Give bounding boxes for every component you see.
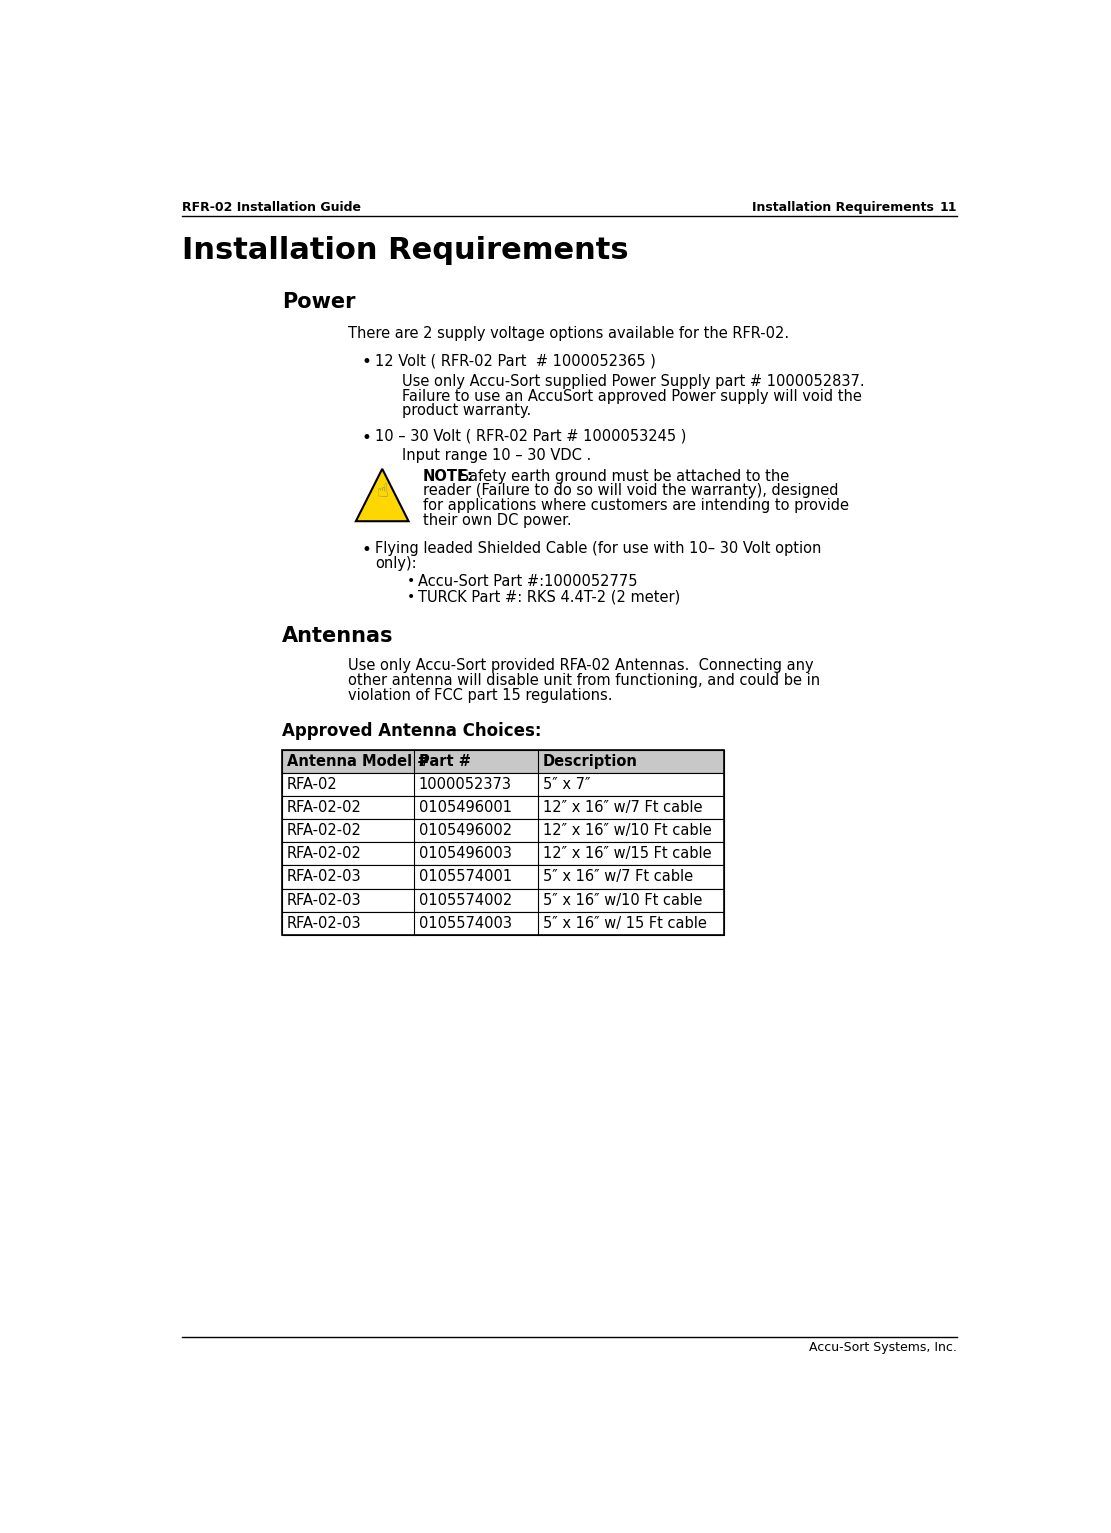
Text: 10 – 30 Volt ( RFR-02 Part # 1000053245 ): 10 – 30 Volt ( RFR-02 Part # 1000053245 … xyxy=(376,429,687,445)
Text: Accu-Sort Part #:1000052775: Accu-Sort Part #:1000052775 xyxy=(418,573,638,589)
Text: •: • xyxy=(361,541,371,560)
Text: 5″ x 16″ w/ 15 Ft cable: 5″ x 16″ w/ 15 Ft cable xyxy=(542,915,707,931)
Text: RFA-02: RFA-02 xyxy=(287,777,338,793)
FancyBboxPatch shape xyxy=(282,773,724,796)
Text: 12″ x 16″ w/10 Ft cable: 12″ x 16″ w/10 Ft cable xyxy=(542,823,711,839)
Text: RFA-02-03: RFA-02-03 xyxy=(287,915,361,931)
FancyBboxPatch shape xyxy=(282,796,724,819)
FancyBboxPatch shape xyxy=(282,819,724,842)
Polygon shape xyxy=(356,469,409,521)
Text: 0105496002: 0105496002 xyxy=(419,823,512,839)
Text: Installation Requirements: Installation Requirements xyxy=(752,201,934,215)
Text: product warranty.: product warranty. xyxy=(402,403,532,419)
Text: Installation Requirements: Installation Requirements xyxy=(181,236,628,265)
Text: 5″ x 7″: 5″ x 7″ xyxy=(542,777,590,793)
Text: 12″ x 16″ w/7 Ft cable: 12″ x 16″ w/7 Ft cable xyxy=(542,800,702,816)
Text: 0105496001: 0105496001 xyxy=(419,800,512,816)
Text: •: • xyxy=(407,590,416,604)
Text: 11: 11 xyxy=(940,201,958,215)
Text: 0105574002: 0105574002 xyxy=(419,892,512,908)
Text: Antenna Model #: Antenna Model # xyxy=(287,754,429,770)
Text: 0105574003: 0105574003 xyxy=(419,915,512,931)
Text: RFA-02-02: RFA-02-02 xyxy=(287,846,362,862)
Text: 0105574001: 0105574001 xyxy=(419,869,512,885)
Text: Input range 10 – 30 VDC .: Input range 10 – 30 VDC . xyxy=(402,448,592,463)
FancyBboxPatch shape xyxy=(282,866,724,889)
Text: •: • xyxy=(407,573,416,587)
Text: There are 2 supply voltage options available for the RFR-02.: There are 2 supply voltage options avail… xyxy=(348,327,789,342)
Text: 12″ x 16″ w/15 Ft cable: 12″ x 16″ w/15 Ft cable xyxy=(542,846,711,862)
Text: Safety earth ground must be attached to the: Safety earth ground must be attached to … xyxy=(456,469,789,484)
FancyBboxPatch shape xyxy=(282,842,724,866)
Text: Part #: Part # xyxy=(419,754,471,770)
Text: ☝: ☝ xyxy=(377,483,388,501)
Text: Use only Accu-Sort provided RFA-02 Antennas.  Connecting any: Use only Accu-Sort provided RFA-02 Anten… xyxy=(348,658,813,673)
Text: other antenna will disable unit from functioning, and could be in: other antenna will disable unit from fun… xyxy=(348,673,820,688)
Text: only):: only): xyxy=(376,556,417,570)
FancyBboxPatch shape xyxy=(282,912,724,935)
Text: reader (Failure to do so will void the warranty), designed: reader (Failure to do so will void the w… xyxy=(422,483,838,498)
Text: RFA-02-02: RFA-02-02 xyxy=(287,823,362,839)
Text: Description: Description xyxy=(542,754,638,770)
Text: for applications where customers are intending to provide: for applications where customers are int… xyxy=(422,498,849,514)
Text: their own DC power.: their own DC power. xyxy=(422,512,571,527)
Text: 0105496003: 0105496003 xyxy=(419,846,511,862)
Text: Flying leaded Shielded Cable (for use with 10– 30 Volt option: Flying leaded Shielded Cable (for use wi… xyxy=(376,541,822,556)
Text: RFA-02-03: RFA-02-03 xyxy=(287,869,361,885)
Text: Use only Accu-Sort supplied Power Supply part # 1000052837.: Use only Accu-Sort supplied Power Supply… xyxy=(402,374,865,389)
Text: RFA-02-02: RFA-02-02 xyxy=(287,800,362,816)
Text: 5″ x 16″ w/7 Ft cable: 5″ x 16″ w/7 Ft cable xyxy=(542,869,693,885)
Text: Antennas: Antennas xyxy=(282,625,393,645)
Text: NOTE:: NOTE: xyxy=(422,469,473,484)
FancyBboxPatch shape xyxy=(282,889,724,912)
Text: •: • xyxy=(361,354,371,371)
Text: 5″ x 16″ w/10 Ft cable: 5″ x 16″ w/10 Ft cable xyxy=(542,892,702,908)
Text: RFR-02 Installation Guide: RFR-02 Installation Guide xyxy=(181,201,360,215)
Text: RFA-02-03: RFA-02-03 xyxy=(287,892,361,908)
Text: 12 Volt ( RFR-02 Part  # 1000052365 ): 12 Volt ( RFR-02 Part # 1000052365 ) xyxy=(376,354,657,368)
Text: 1000052373: 1000052373 xyxy=(419,777,512,793)
Text: •: • xyxy=(361,429,371,446)
Text: Accu-Sort Systems, Inc.: Accu-Sort Systems, Inc. xyxy=(810,1341,958,1354)
FancyBboxPatch shape xyxy=(282,750,724,773)
Text: violation of FCC part 15 regulations.: violation of FCC part 15 regulations. xyxy=(348,687,612,702)
Text: Power: Power xyxy=(282,291,356,311)
Text: TURCK Part #: RKS 4.4T-2 (2 meter): TURCK Part #: RKS 4.4T-2 (2 meter) xyxy=(418,590,680,604)
Text: Failure to use an AccuSort approved Power supply will void the: Failure to use an AccuSort approved Powe… xyxy=(402,389,862,403)
Text: Approved Antenna Choices:: Approved Antenna Choices: xyxy=(282,722,542,740)
